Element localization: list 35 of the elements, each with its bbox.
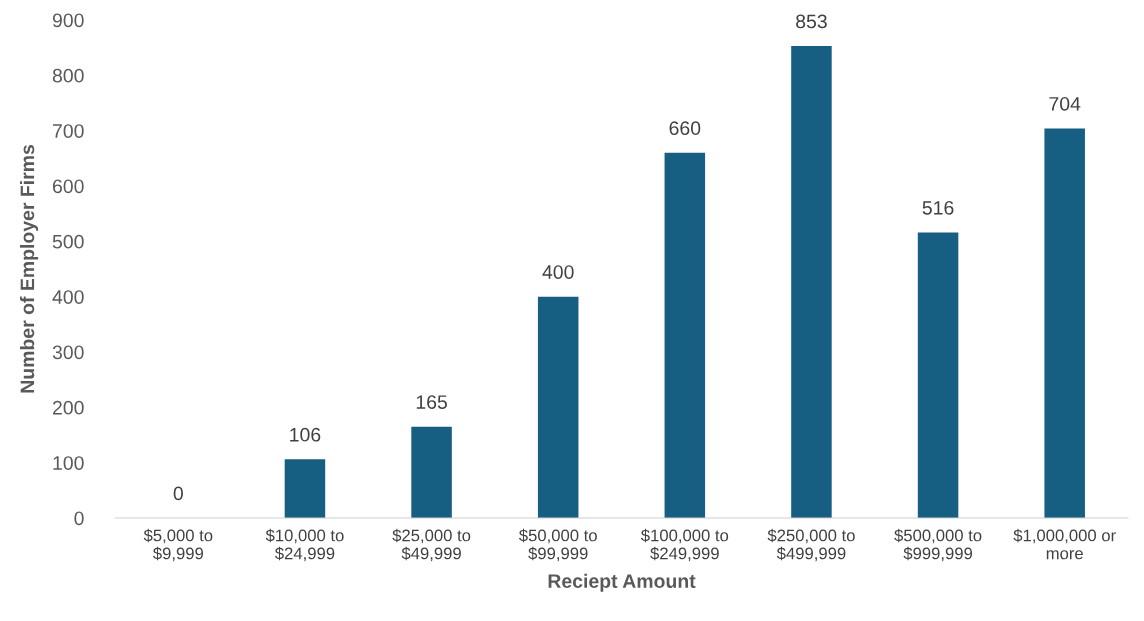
data-label: 660: [669, 121, 701, 136]
bar: [537, 296, 579, 518]
x-tick-label: $25,000 to $49,999: [392, 528, 471, 562]
x-tick-label: $500,000 to $999,999: [894, 528, 982, 562]
bar: [791, 46, 832, 518]
bar: [411, 426, 452, 518]
data-label: 853: [796, 14, 827, 29]
x-tick-label: $50,000 to $99,999: [518, 528, 597, 562]
data-label: 106: [290, 427, 321, 442]
y-tick-label: 0: [74, 511, 84, 526]
y-tick-label: 200: [52, 400, 84, 415]
x-tick-label: $100,000 to $249,999: [640, 528, 729, 562]
bar: [664, 152, 706, 518]
data-label: 704: [1049, 96, 1081, 111]
data-label: 0: [173, 486, 183, 501]
y-axis-title: Number of Employer Firms: [19, 145, 39, 393]
bar: [917, 232, 959, 518]
x-tick-label: $1,000,000 or more: [1013, 528, 1116, 560]
data-label: 516: [922, 200, 954, 215]
data-label: 165: [416, 395, 447, 409]
bar: [1044, 128, 1085, 518]
y-tick-label: 700: [53, 124, 84, 138]
bar: [284, 459, 326, 518]
x-axis-title: Reciept Amount: [548, 573, 696, 592]
y-tick-label: 900: [52, 13, 84, 28]
y-tick-label: 800: [52, 68, 84, 83]
y-tick-label: 300: [52, 345, 84, 360]
x-tick-label: $10,000 to $24,999: [265, 528, 344, 562]
x-tick-label: $250,000 to $499,999: [767, 528, 855, 562]
x-tick-label: $5,000 to $9,999: [143, 528, 213, 562]
y-tick-label: 100: [53, 456, 84, 470]
y-tick-label: 600: [52, 179, 84, 194]
y-tick-label: 500: [52, 234, 84, 249]
data-label: 400: [542, 265, 574, 279]
y-tick-label: 400: [52, 290, 84, 304]
